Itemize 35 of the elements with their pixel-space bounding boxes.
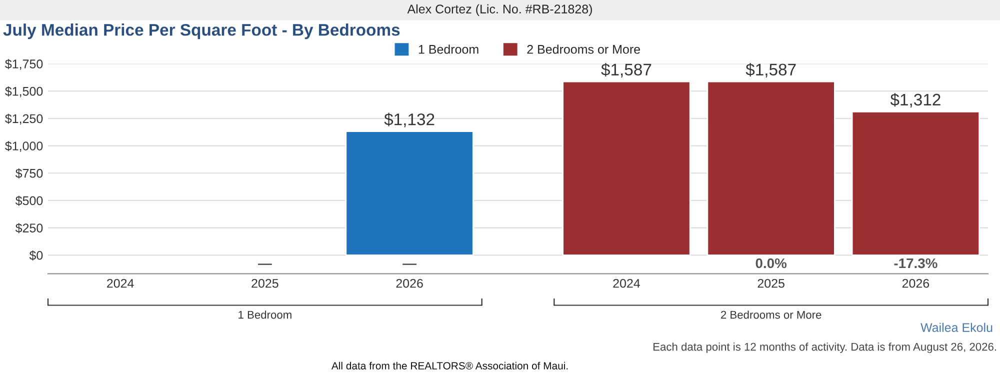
annotation: — xyxy=(402,264,416,266)
x-tick-label: 2026 xyxy=(396,278,423,288)
x-tick-label: 2024 xyxy=(107,278,134,288)
x-tick-label: 2026 xyxy=(902,278,930,288)
bar xyxy=(345,130,474,256)
text: Alex Cortez (Lic. No. #RB-21828) xyxy=(407,4,592,16)
text: 2 Bedrooms or More xyxy=(721,310,822,319)
y-tick-label: $1,250 xyxy=(5,114,43,125)
text: All data from the REALTORS® Association of Maui. xyxy=(331,362,568,370)
text: Each data point is 12 months of activity. Data is from August 26, 2026. xyxy=(654,342,996,353)
y-tick-label: $1,000 xyxy=(5,141,43,152)
legend-label: 1 Bedroom xyxy=(418,44,478,54)
data-label: $1,312 xyxy=(890,93,940,108)
legend-label: 2 Bedrooms or More xyxy=(527,44,640,54)
y-tick-label: $1,750 xyxy=(5,59,43,70)
text: 1 Bedroom xyxy=(238,310,292,319)
annotation: 0.0% xyxy=(756,258,787,268)
y-tick-label: $1,500 xyxy=(5,86,43,98)
annotation: -17.3% xyxy=(894,258,938,268)
x-tick-label: 2024 xyxy=(613,278,640,288)
bar xyxy=(706,80,836,256)
chart-title: July Median Price Per Square Foot - By Bedrooms xyxy=(3,24,400,40)
y-tick-label: $500 xyxy=(15,196,43,206)
annotation: — xyxy=(258,264,272,266)
data-label: $1,587 xyxy=(746,63,796,78)
x-tick-label: 2025 xyxy=(758,278,784,288)
text: Wailea Ekolu xyxy=(920,322,992,332)
data-label: $1,587 xyxy=(601,63,652,78)
y-tick-label: $0 xyxy=(29,250,43,261)
data-label: $1,132 xyxy=(384,112,434,128)
x-tick-label: 2025 xyxy=(252,278,278,288)
y-tick-label: $750 xyxy=(15,168,43,179)
y-tick-label: $250 xyxy=(15,223,43,234)
bar xyxy=(562,80,691,256)
bar xyxy=(851,110,980,256)
